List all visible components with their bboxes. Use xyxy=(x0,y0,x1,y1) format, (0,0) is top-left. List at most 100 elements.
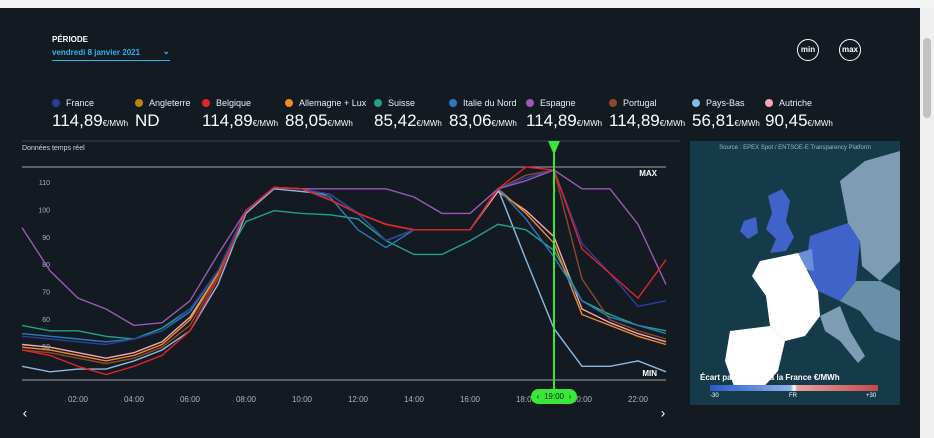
central xyxy=(840,281,900,341)
legend-value: 114,89 xyxy=(526,111,577,130)
legend-name: Autriche xyxy=(779,98,813,108)
map-scale-mid: FR xyxy=(789,393,797,399)
legend-dot[interactable] xyxy=(609,99,617,107)
x-tick-label: 10:00 xyxy=(292,395,313,404)
y-tick-label: 60 xyxy=(42,317,50,324)
min-button[interactable]: min xyxy=(797,39,819,61)
series-line xyxy=(21,209,667,340)
map-legend-title: Écart part rapport à la France €/MWh xyxy=(700,373,840,382)
legend-name: Suisse xyxy=(388,98,416,108)
series-line xyxy=(21,169,667,327)
legend-dot[interactable] xyxy=(285,99,293,107)
legend-dot[interactable] xyxy=(52,99,60,107)
north-east xyxy=(840,151,900,281)
legend-unit: €/MWh xyxy=(416,119,442,128)
legend-name: Portugal xyxy=(623,98,657,108)
map xyxy=(725,151,900,391)
x-tick-label: 06:00 xyxy=(180,395,201,404)
legend-name: Allemagne + Lux xyxy=(299,98,367,108)
series-line xyxy=(21,169,667,346)
date-select[interactable]: vendredi 8 janvier 2021 ⌄ xyxy=(52,46,170,61)
chart: Données temps réel ‹ › MAXMIN50607080901… xyxy=(21,140,680,421)
legend-dot[interactable] xyxy=(202,99,210,107)
min-label: MIN xyxy=(642,369,657,378)
ireland xyxy=(740,217,758,239)
cursor-label: 19:00 xyxy=(544,392,565,401)
prev-arrow[interactable]: ‹ xyxy=(23,405,28,421)
legend-unit: €/MWh xyxy=(576,119,603,128)
cursor-pill[interactable] xyxy=(531,389,577,404)
legend-unit: €/MWh xyxy=(491,119,517,128)
legend-unit: €/MWh xyxy=(659,119,686,128)
legend-value-row: ND xyxy=(135,111,160,131)
legend-value: 114,89 xyxy=(202,111,253,130)
map-scale-min: -30 xyxy=(710,393,719,399)
france xyxy=(752,253,820,341)
legend-value-row: 56,81€/MWh xyxy=(692,111,760,131)
x-tick-label: 08:00 xyxy=(236,395,257,404)
legend-value: 90,45 xyxy=(765,111,808,130)
scroll-thumb[interactable] xyxy=(923,38,931,118)
legend-value-row: 88,05€/MWh xyxy=(285,111,353,131)
scrollbar[interactable] xyxy=(920,8,934,438)
legend-dot[interactable] xyxy=(692,99,700,107)
max-button[interactable]: max xyxy=(839,39,861,61)
legend-unit: €/MWh xyxy=(327,119,353,128)
iberia xyxy=(725,326,785,391)
legend-name: Espagne xyxy=(540,98,576,108)
y-tick-label: 50 xyxy=(42,344,50,351)
legend-unit: €/MWh xyxy=(102,119,129,128)
legend-value-row: 114,89€/MWh xyxy=(202,111,278,131)
legend-unit: €/MWh xyxy=(252,119,279,128)
legend-value: 85,42 xyxy=(374,111,417,130)
legend-value-row: 114,89€/MWh xyxy=(609,111,685,131)
x-tick-label: 02:00 xyxy=(68,395,89,404)
period-label: PÉRIODE xyxy=(52,35,89,44)
browser-bar xyxy=(0,0,934,8)
x-tick-label: 14:00 xyxy=(404,395,425,404)
legend-name: France xyxy=(66,98,95,108)
x-tick-label: 20:00 xyxy=(572,395,593,404)
italy xyxy=(820,306,865,363)
x-tick-label: 04:00 xyxy=(124,395,145,404)
legend-name: Pays-Bas xyxy=(706,98,745,108)
chart-subtitle: Données temps réel xyxy=(22,145,85,152)
legend-dot[interactable] xyxy=(135,99,143,107)
max-label: MAX xyxy=(639,169,657,178)
legend-value-row: 85,42€/MWh xyxy=(374,111,442,131)
legend-dot[interactable] xyxy=(449,99,457,107)
legend-dot[interactable] xyxy=(526,99,534,107)
x-tick-label: 22:00 xyxy=(628,395,649,404)
legend-value: ND xyxy=(135,111,160,130)
y-tick-label: 70 xyxy=(42,289,50,296)
map-scale-bar xyxy=(710,385,878,391)
legend-value-row: 114,89€/MWh xyxy=(52,111,128,131)
legend-value: 83,06 xyxy=(449,111,492,130)
legend-name: Italie du Nord xyxy=(463,98,517,108)
series-line xyxy=(21,169,667,365)
date-text: vendredi 8 janvier 2021 xyxy=(52,48,141,57)
next-arrow[interactable]: › xyxy=(661,405,666,421)
cursor-handle xyxy=(548,141,560,155)
y-tick-label: 90 xyxy=(42,235,50,242)
legend-dot[interactable] xyxy=(374,99,382,107)
uk xyxy=(766,189,794,253)
legend-value-row: 83,06€/MWh xyxy=(449,111,517,131)
x-tick-label: 12:00 xyxy=(348,395,369,404)
legend-value: 114,89 xyxy=(609,111,660,130)
map-panel: Source : EPEX Spot / ENTSOE-E Transparen… xyxy=(690,141,900,405)
legend-value: 114,89 xyxy=(52,111,103,130)
x-tick-label: 16:00 xyxy=(460,395,481,404)
legend-dot[interactable] xyxy=(765,99,773,107)
map-source: Source : EPEX Spot / ENTSOE-E Transparen… xyxy=(719,145,871,151)
y-tick-label: 110 xyxy=(39,180,50,187)
legend-value: 56,81 xyxy=(692,111,735,130)
legend-name: Angleterre xyxy=(149,98,191,108)
series-line xyxy=(21,166,667,376)
cursor-prev: ‹ xyxy=(537,392,540,401)
x-tick-label: 18:00 xyxy=(516,395,537,404)
legend-unit: €/MWh xyxy=(734,119,760,128)
legend-value: 88,05 xyxy=(285,111,328,130)
legend-unit: €/MWh xyxy=(807,119,833,128)
